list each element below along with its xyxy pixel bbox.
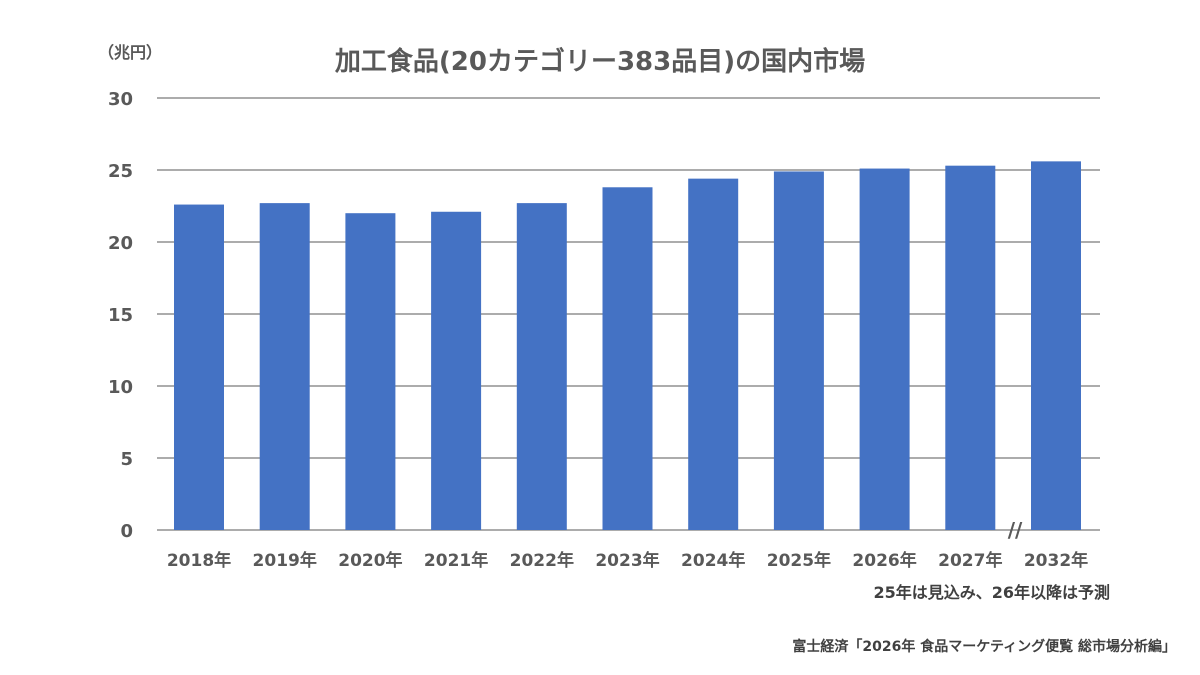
source-credit: 富士経済「2026年 食品マーケティング便覧 総市場分析編」	[792, 638, 1176, 655]
x-tick-label: 2026年	[852, 550, 916, 571]
bar-2026年	[859, 168, 910, 530]
x-tick-label: 2022年	[510, 550, 574, 571]
bar-2018年	[174, 204, 224, 530]
bar-2022年	[516, 203, 567, 530]
axis-break-mark: //	[1008, 518, 1023, 542]
bars	[174, 161, 1081, 531]
x-tick-label: 2027年	[938, 550, 1002, 571]
forecast-note: 25年は見込み、26年以降は予測	[873, 583, 1110, 602]
x-tick-label: 2025年	[767, 550, 831, 571]
bar-2019年	[259, 203, 310, 530]
bar-2025年	[773, 171, 824, 530]
x-tick-label: 2021年	[424, 550, 488, 571]
x-tick-label: 2023年	[595, 550, 659, 571]
x-tick-label: 2032年	[1024, 550, 1088, 571]
chart-title: 加工食品(20カテゴリー383品目)の国内市場	[335, 46, 865, 77]
bar-2020年	[345, 213, 396, 530]
x-tick-label: 2019年	[253, 550, 317, 571]
y-tick-label: 10	[108, 377, 133, 398]
y-axis-tick-labels: 0 5 10 15 20 25 30	[108, 89, 133, 542]
x-tick-label: 2020年	[338, 550, 402, 571]
y-tick-label: 5	[120, 449, 133, 470]
y-tick-label: 25	[108, 161, 133, 182]
bar-2021年	[431, 211, 482, 530]
y-tick-label: 20	[108, 233, 133, 254]
x-tick-label: 2018年	[167, 550, 231, 571]
y-tick-label: 30	[108, 89, 133, 110]
bar-2032年	[1031, 161, 1081, 531]
bar-2024年	[688, 178, 739, 530]
y-tick-label: 0	[120, 521, 133, 542]
x-axis-tick-labels: 2018年 2019年 2020年 2021年 2022年 2023年 2024年 2025年…	[167, 550, 1088, 571]
bar-2023年	[602, 187, 653, 530]
bar-2027年	[945, 165, 996, 530]
y-tick-label: 15	[108, 305, 133, 326]
x-tick-label: 2024年	[681, 550, 745, 571]
y-axis-unit-label: （兆円）	[98, 43, 162, 62]
